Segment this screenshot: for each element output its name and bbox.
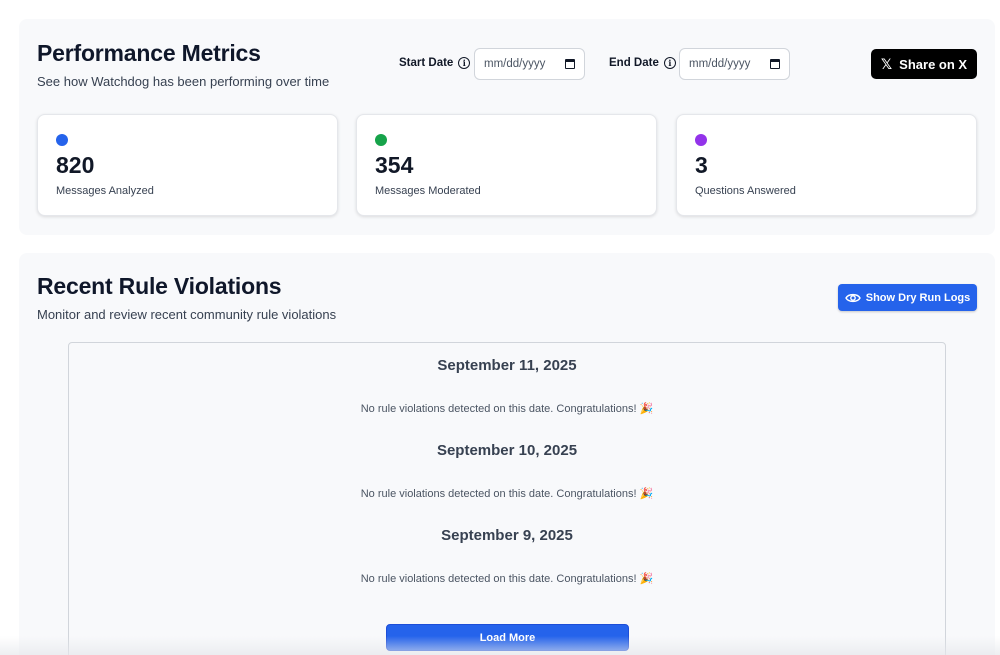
- end-date-input[interactable]: mm/dd/yyyy: [679, 48, 790, 80]
- metric-value: 354: [375, 152, 414, 178]
- metric-label: Messages Analyzed: [56, 185, 154, 197]
- metric-label: Messages Moderated: [375, 185, 481, 197]
- start-date-label: Start Date i: [399, 57, 471, 69]
- end-date-label-text: End Date: [609, 57, 659, 69]
- dry-run-button-label: Show Dry Run Logs: [865, 291, 971, 304]
- start-date-placeholder: mm/dd/yyyy: [484, 58, 546, 70]
- page-title: Performance Metrics: [37, 40, 261, 66]
- day-message: No rule violations detected on this date…: [360, 403, 654, 415]
- start-date-label-text: Start Date: [399, 57, 454, 69]
- show-dry-run-logs-button[interactable]: Show Dry Run Logs: [838, 284, 977, 311]
- share-on-x-button[interactable]: 𝕏 Share on X: [871, 49, 977, 79]
- metrics-subtitle: See how Watchdog has been performing ove…: [37, 74, 330, 89]
- calendar-icon[interactable]: [565, 59, 575, 69]
- start-date-input[interactable]: mm/dd/yyyy: [474, 48, 585, 80]
- day-heading: September 10, 2025: [436, 442, 578, 459]
- metric-card-messages-analyzed: 820 Messages Analyzed: [37, 114, 338, 216]
- share-button-label: Share on X: [899, 56, 968, 72]
- metric-value: 3: [695, 152, 708, 178]
- eye-icon: [844, 293, 861, 302]
- day-heading: September 9, 2025: [441, 527, 573, 544]
- x-logo-icon: 𝕏: [880, 55, 893, 72]
- day-heading: September 11, 2025: [437, 357, 577, 374]
- violations-subtitle: Monitor and review recent community rule…: [37, 307, 337, 322]
- calendar-icon[interactable]: [770, 59, 780, 69]
- status-dot-icon: [375, 134, 387, 146]
- info-icon[interactable]: i: [663, 57, 676, 69]
- metric-value: 820: [56, 152, 95, 178]
- end-date-placeholder: mm/dd/yyyy: [689, 58, 751, 70]
- status-dot-icon: [56, 134, 68, 146]
- day-message: No rule violations detected on this date…: [360, 573, 654, 585]
- performance-metrics-panel: Performance Metrics See how Watchdog has…: [19, 19, 995, 235]
- section-title: Recent Rule Violations: [37, 273, 282, 299]
- status-dot-icon: [695, 134, 707, 146]
- violations-log-list[interactable]: September 11, 2025 No rule violations de…: [68, 342, 946, 655]
- metric-card-questions-answered: 3 Questions Answered: [676, 114, 977, 216]
- rule-violations-panel: Recent Rule Violations Monitor and revie…: [19, 253, 995, 655]
- day-message: No rule violations detected on this date…: [360, 488, 654, 500]
- end-date-label: End Date i: [609, 57, 676, 69]
- bottom-shadow: [0, 636, 1000, 655]
- metric-label: Questions Answered: [695, 185, 796, 197]
- info-icon[interactable]: i: [458, 57, 471, 69]
- metric-card-messages-moderated: 354 Messages Moderated: [356, 114, 657, 216]
